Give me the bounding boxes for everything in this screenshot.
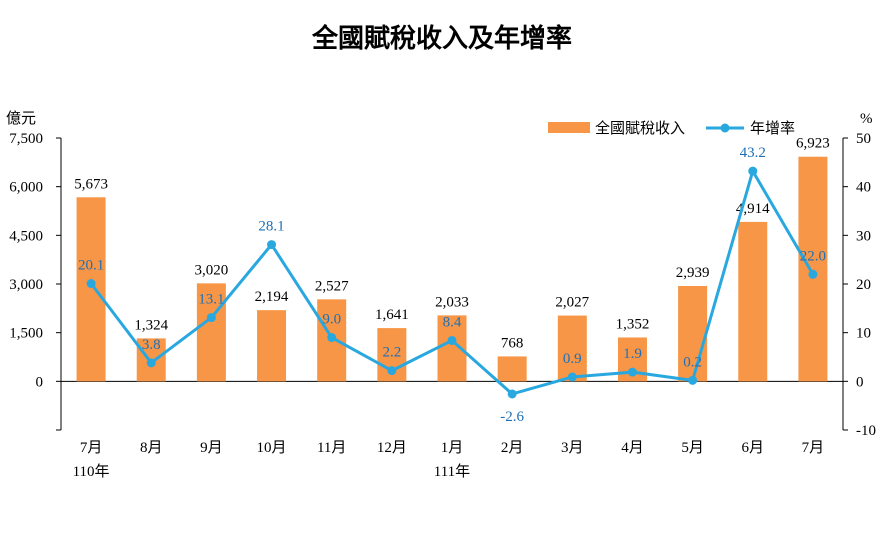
legend-line-marker: [720, 123, 730, 133]
rate-point: [387, 366, 397, 376]
category-label: 4月: [621, 440, 644, 456]
bar: [76, 197, 106, 382]
left-tick-label: 7,500: [9, 131, 43, 147]
rate-value-label: 2.2: [382, 345, 401, 361]
rate-point: [267, 240, 277, 250]
rate-point: [327, 333, 337, 343]
rate-value-label: 43.2: [740, 145, 766, 161]
year-label: 111年: [434, 463, 470, 480]
right-tick-label: 20: [856, 277, 871, 293]
right-tick-label: 40: [856, 180, 871, 196]
legend-line-label: 年增率: [750, 119, 795, 137]
chart-title: 全國賦稅收入及年增率: [311, 24, 572, 54]
rate-point: [688, 375, 698, 385]
legend-bar-swatch: [548, 122, 590, 133]
rate-point: [748, 166, 758, 176]
category-label: 7月: [80, 440, 103, 456]
bar: [196, 283, 226, 382]
rate-value-label: 3.8: [142, 337, 161, 353]
category-label: 3月: [561, 440, 584, 456]
rate-point: [627, 367, 637, 377]
rate-value-label: 1.9: [623, 346, 642, 362]
right-tick-label: 50: [856, 131, 871, 147]
bar: [738, 221, 768, 382]
category-label: 5月: [681, 440, 704, 456]
bar-value-label: 2,194: [255, 289, 289, 305]
bar: [497, 356, 527, 382]
category-label: 6月: [742, 440, 765, 456]
left-tick-label: 1,500: [9, 326, 43, 342]
right-tick-label: 30: [856, 228, 871, 244]
left-axis-unit: 億元: [6, 110, 36, 127]
rate-point: [146, 358, 156, 368]
left-tick-label: 3,000: [9, 277, 43, 293]
bar-value-label: 1,641: [375, 307, 409, 323]
bar: [798, 156, 828, 382]
bar: [257, 310, 287, 382]
bar-value-label: 768: [501, 335, 524, 351]
category-label: 9月: [200, 440, 223, 456]
rate-value-label: 28.1: [258, 219, 284, 235]
rate-value-label: 22.0: [800, 248, 826, 264]
rate-point: [86, 279, 96, 289]
bar-value-label: 2,027: [555, 295, 589, 311]
bar-value-label: 2,939: [676, 265, 710, 281]
rate-value-label: 20.1: [78, 258, 104, 274]
bar-value-label: 1,324: [134, 317, 168, 333]
bar: [678, 285, 708, 382]
category-label: 10月: [257, 440, 287, 456]
category-label: 11月: [317, 440, 346, 456]
bar-value-label: 3,020: [195, 262, 229, 278]
bar-value-label: 6,923: [796, 136, 830, 152]
right-axis-unit: %: [860, 111, 873, 127]
rate-value-label: 8.4: [443, 314, 462, 330]
bar-value-label: 2,527: [315, 278, 349, 294]
rate-value-label: -2.6: [500, 409, 524, 425]
bar-value-label: 5,673: [74, 176, 108, 192]
rate-value-label: 9.0: [322, 312, 341, 328]
left-tick-label: 6,000: [9, 180, 43, 196]
rate-value-label: 0.9: [563, 351, 582, 367]
right-tick-label: -10: [856, 423, 876, 439]
right-tick-label: 0: [856, 374, 864, 390]
left-tick-label: 0: [36, 374, 44, 390]
category-label: 8月: [140, 440, 163, 456]
category-label: 7月: [802, 440, 825, 456]
rate-value-label: 0.2: [683, 354, 702, 370]
legend-bar-label: 全國賦稅收入: [595, 119, 685, 137]
category-label: 2月: [501, 440, 524, 456]
bar-value-label: 2,033: [435, 294, 469, 310]
right-tick-label: 10: [856, 326, 871, 342]
category-label: 1月: [441, 440, 464, 456]
rate-value-label: 13.1: [198, 292, 224, 308]
category-label: 12月: [377, 440, 407, 456]
year-label: 110年: [73, 463, 110, 480]
rate-point: [507, 389, 517, 399]
bar-value-label: 1,352: [616, 316, 650, 332]
left-tick-label: 4,500: [9, 228, 43, 244]
rate-point: [808, 269, 818, 279]
rate-point: [567, 372, 577, 382]
rate-point: [206, 313, 216, 323]
bar: [557, 315, 587, 382]
rate-point: [447, 335, 457, 345]
